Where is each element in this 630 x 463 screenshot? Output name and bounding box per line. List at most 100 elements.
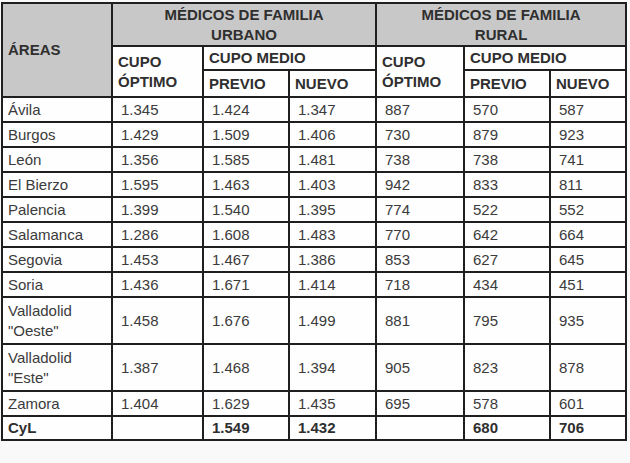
rural-previo-header: PREVIO [464, 70, 550, 97]
value-cell: 879 [464, 122, 550, 147]
value-cell: 1.404 [112, 391, 203, 416]
value-cell: 795 [464, 297, 550, 344]
group-rural-line2: RURAL [379, 25, 623, 45]
value-cell: 1.406 [289, 122, 376, 147]
value-cell: 853 [376, 247, 464, 272]
group-header-urbano: MÉDICOS DE FAMILIA URBANO [112, 3, 376, 46]
value-cell: 741 [550, 147, 626, 172]
value-cell: 1.585 [203, 147, 289, 172]
value-cell: 923 [550, 122, 626, 147]
value-cell: 601 [550, 391, 626, 416]
value-cell: 1.468 [203, 344, 289, 391]
urbano-cupo-line2: ÓPTIMO [118, 72, 200, 92]
value-cell: 1.540 [203, 197, 289, 222]
rural-cupo-optimo-header: CUPO ÓPTIMO [376, 46, 464, 97]
table-row: Palencia 1.399 1.540 1.395 774 522 552 [2, 197, 626, 222]
value-cell: 1.429 [112, 122, 203, 147]
value-cell: 642 [464, 222, 550, 247]
total-value-cell: 1.549 [203, 416, 289, 440]
table-row: Valladolid"Oeste" 1.458 1.676 1.499 881 … [2, 297, 626, 344]
area-cell: Segovia [2, 247, 112, 272]
group-header-rural: MÉDICOS DE FAMILIA RURAL [376, 3, 626, 46]
area-cell: Valladolid"Oeste" [2, 297, 112, 344]
value-cell: 1.481 [289, 147, 376, 172]
value-cell: 1.499 [289, 297, 376, 344]
value-cell: 770 [376, 222, 464, 247]
value-cell: 1.458 [112, 297, 203, 344]
area-cell: El Bierzo [2, 172, 112, 197]
value-cell: 570 [464, 97, 550, 122]
value-cell: 1.386 [289, 247, 376, 272]
header-row-groups: ÁREAS MÉDICOS DE FAMILIA URBANO MÉDICOS … [2, 3, 626, 46]
value-cell: 1.463 [203, 172, 289, 197]
table-row: Segovia 1.453 1.467 1.386 853 627 645 [2, 247, 626, 272]
value-cell: 1.424 [203, 97, 289, 122]
table-row: Valladolid"Este" 1.387 1.468 1.394 905 8… [2, 344, 626, 391]
value-cell: 1.394 [289, 344, 376, 391]
value-cell: 1.435 [289, 391, 376, 416]
group-urbano-line1: MÉDICOS DE FAMILIA [115, 5, 373, 25]
total-value-cell: 706 [550, 416, 626, 440]
group-rural-line1: MÉDICOS DE FAMILIA [379, 5, 623, 25]
value-cell: 774 [376, 197, 464, 222]
value-cell: 905 [376, 344, 464, 391]
value-cell: 833 [464, 172, 550, 197]
value-cell: 434 [464, 272, 550, 297]
value-cell: 887 [376, 97, 464, 122]
area-cell: Burgos [2, 122, 112, 147]
area-cell: Ávila [2, 97, 112, 122]
value-cell: 587 [550, 97, 626, 122]
rural-cupo-line1: CUPO [382, 52, 461, 72]
rural-cupo-line2: ÓPTIMO [382, 72, 461, 92]
total-value-cell: 1.432 [289, 416, 376, 440]
value-cell: 645 [550, 247, 626, 272]
table-row: Zamora 1.404 1.629 1.435 695 578 601 [2, 391, 626, 416]
table-row: Ávila 1.345 1.424 1.347 887 570 587 [2, 97, 626, 122]
value-cell: 1.347 [289, 97, 376, 122]
value-cell: 695 [376, 391, 464, 416]
value-cell: 1.403 [289, 172, 376, 197]
value-cell: 627 [464, 247, 550, 272]
value-cell: 1.436 [112, 272, 203, 297]
value-cell: 1.387 [112, 344, 203, 391]
value-cell: 942 [376, 172, 464, 197]
value-cell: 881 [376, 297, 464, 344]
value-cell: 1.345 [112, 97, 203, 122]
rural-cupo-medio-header: CUPO MEDIO [464, 46, 626, 70]
urbano-nuevo-header: NUEVO [289, 70, 376, 97]
value-cell: 1.453 [112, 247, 203, 272]
area-cell: Valladolid"Este" [2, 344, 112, 391]
table-row: León 1.356 1.585 1.481 738 738 741 [2, 147, 626, 172]
table-row: Salamanca 1.286 1.608 1.483 770 642 664 [2, 222, 626, 247]
urbano-cupo-optimo-header: CUPO ÓPTIMO [112, 46, 203, 97]
value-cell: 1.414 [289, 272, 376, 297]
areas-header-cell: ÁREAS [2, 3, 112, 97]
total-value-cell [112, 416, 203, 440]
area-cell: Palencia [2, 197, 112, 222]
value-cell: 738 [376, 147, 464, 172]
area-cell: Soria [2, 272, 112, 297]
value-cell: 811 [550, 172, 626, 197]
value-cell: 1.467 [203, 247, 289, 272]
total-area-cell: CyL [2, 416, 112, 440]
value-cell: 1.671 [203, 272, 289, 297]
value-cell: 1.356 [112, 147, 203, 172]
value-cell: 552 [550, 197, 626, 222]
value-cell: 1.676 [203, 297, 289, 344]
rural-nuevo-header: NUEVO [550, 70, 626, 97]
group-urbano-line2: URBANO [115, 25, 373, 45]
table-row: Soria 1.436 1.671 1.414 718 434 451 [2, 272, 626, 297]
area-cell: Zamora [2, 391, 112, 416]
table-row: Burgos 1.429 1.509 1.406 730 879 923 [2, 122, 626, 147]
value-cell: 935 [550, 297, 626, 344]
table-row: El Bierzo 1.595 1.463 1.403 942 833 811 [2, 172, 626, 197]
value-cell: 1.509 [203, 122, 289, 147]
value-cell: 451 [550, 272, 626, 297]
value-cell: 1.595 [112, 172, 203, 197]
value-cell: 664 [550, 222, 626, 247]
total-value-cell [376, 416, 464, 440]
area-cell: León [2, 147, 112, 172]
total-row: CyL 1.549 1.432 680 706 [2, 416, 626, 440]
value-cell: 522 [464, 197, 550, 222]
cupos-table: ÁREAS MÉDICOS DE FAMILIA URBANO MÉDICOS … [1, 2, 627, 441]
